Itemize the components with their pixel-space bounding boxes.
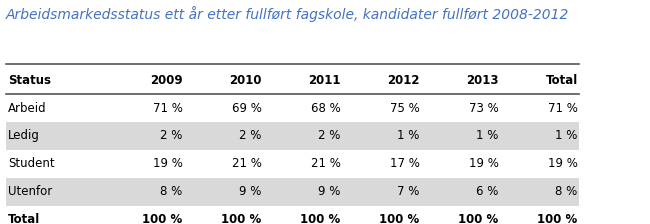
- Text: 2 %: 2 %: [239, 129, 262, 142]
- Text: 2011: 2011: [308, 74, 341, 87]
- Text: 21 %: 21 %: [232, 157, 262, 170]
- Text: 9 %: 9 %: [318, 185, 341, 198]
- Text: 19 %: 19 %: [548, 157, 578, 170]
- Text: 2 %: 2 %: [161, 129, 183, 142]
- Text: Total: Total: [8, 213, 40, 224]
- Text: Utenfor: Utenfor: [8, 185, 53, 198]
- Text: Arbeidsmarkedsstatus ett år etter fullført fagskole, kandidater fullført 2008-20: Arbeidsmarkedsstatus ett år etter fullfø…: [6, 6, 569, 22]
- FancyBboxPatch shape: [6, 122, 580, 150]
- Text: 1 %: 1 %: [476, 129, 499, 142]
- Text: 17 %: 17 %: [390, 157, 420, 170]
- Text: 100 %: 100 %: [222, 213, 262, 224]
- Text: Arbeid: Arbeid: [8, 101, 47, 114]
- Text: 8 %: 8 %: [161, 185, 183, 198]
- Text: 6 %: 6 %: [476, 185, 499, 198]
- Text: Status: Status: [8, 74, 51, 87]
- Text: Total: Total: [545, 74, 578, 87]
- Text: 1 %: 1 %: [397, 129, 420, 142]
- Text: 71 %: 71 %: [548, 101, 578, 114]
- Text: 68 %: 68 %: [311, 101, 341, 114]
- Text: 8 %: 8 %: [556, 185, 578, 198]
- Text: 100 %: 100 %: [300, 213, 341, 224]
- Text: 100 %: 100 %: [142, 213, 183, 224]
- Text: 100 %: 100 %: [538, 213, 578, 224]
- Text: 71 %: 71 %: [153, 101, 183, 114]
- Text: 100 %: 100 %: [380, 213, 420, 224]
- Text: 75 %: 75 %: [390, 101, 420, 114]
- Text: 2010: 2010: [229, 74, 262, 87]
- Text: 100 %: 100 %: [458, 213, 499, 224]
- Text: 21 %: 21 %: [311, 157, 341, 170]
- Text: 2013: 2013: [466, 74, 499, 87]
- Text: 73 %: 73 %: [469, 101, 499, 114]
- Text: Ledig: Ledig: [8, 129, 40, 142]
- Text: 1 %: 1 %: [555, 129, 578, 142]
- Text: 19 %: 19 %: [153, 157, 183, 170]
- Text: 69 %: 69 %: [232, 101, 262, 114]
- Text: 2 %: 2 %: [318, 129, 341, 142]
- Text: 2012: 2012: [387, 74, 420, 87]
- Text: 9 %: 9 %: [239, 185, 262, 198]
- Text: 7 %: 7 %: [397, 185, 420, 198]
- FancyBboxPatch shape: [6, 178, 580, 206]
- Text: Student: Student: [8, 157, 55, 170]
- Text: 19 %: 19 %: [469, 157, 499, 170]
- Text: 2009: 2009: [150, 74, 183, 87]
